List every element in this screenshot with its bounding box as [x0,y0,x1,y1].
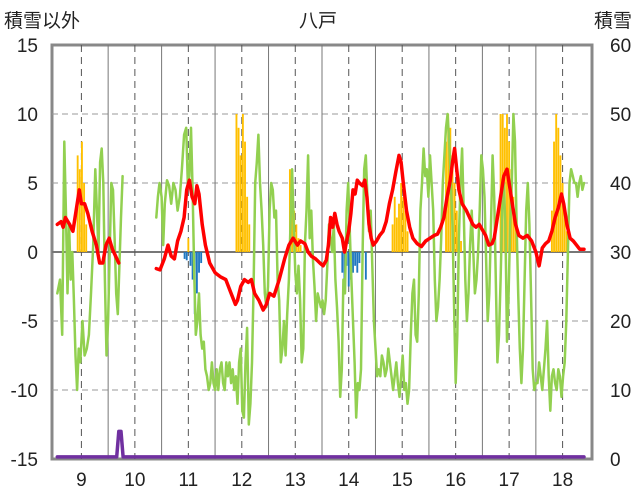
y-tick-label-right: 60 [610,36,631,57]
x-tick-label: 12 [231,470,252,491]
bar-positive [406,231,409,252]
x-tick-label: 15 [392,470,413,491]
bar-positive [557,127,560,252]
series-line-green [155,112,586,426]
bar-positive [512,196,515,252]
bar-positive [395,217,398,252]
bar-positive [299,245,302,252]
bar-positive [241,114,244,252]
bar-positive [248,224,251,252]
line-series [55,112,586,459]
series-line-red [55,188,121,265]
x-tick-label: 16 [445,470,466,491]
bar-negative [354,252,357,266]
bar-positive [460,240,462,252]
y-tick-label-left: 5 [27,174,38,195]
bar-negative [189,252,192,266]
bar-positive [291,183,293,252]
bar-positive [244,141,246,252]
series-line-red [154,146,586,312]
y-tick-label-right: 40 [610,174,631,195]
bar-negative [183,252,186,259]
y-tick-label-right: 20 [610,312,631,333]
bar-negative [200,252,203,264]
bar-negative [198,252,200,273]
y-tick-label-left: 15 [17,36,38,57]
bar-negative [356,252,359,273]
bar-positive [565,231,568,252]
bar-positive [553,141,555,252]
bar-positive [295,224,298,252]
y-tick-label-right: 0 [610,450,621,471]
axis-title-right: 積雪 [594,10,632,32]
series-line-green [56,140,124,392]
bar-positive [239,155,242,252]
bar-negative [352,252,354,273]
y-tick-label-left: -5 [21,312,38,333]
bar-negative [358,252,361,264]
bar-positive [393,196,396,252]
bar-positive [402,196,405,252]
x-tick-label: 13 [285,470,306,491]
bar-positive [455,210,458,252]
bar-positive [83,183,86,252]
y-tick-label-left: -15 [11,450,38,471]
bar-negative [347,252,350,287]
x-tick-label: 11 [178,470,198,491]
y-tick-label-right: 10 [610,381,631,402]
y-tick-label-left: 0 [27,243,38,264]
bar-positive [85,224,88,252]
bar-negative [364,252,367,280]
y-tick-label-right: 50 [610,105,631,126]
axis-title-left: 積雪以外 [4,10,80,32]
bar-negative [191,252,194,280]
bar-positive [453,183,456,252]
bar-positive [246,196,249,252]
x-tick-label: 14 [338,470,360,491]
x-tick-label: 18 [552,470,573,491]
bar-positive [514,224,517,252]
y-tick-label-left: 10 [17,105,38,126]
bar-positive [563,210,566,252]
bar-positive [400,183,403,252]
bar-negative [341,252,344,273]
bar-positive [499,114,502,252]
bar-positive [391,224,394,252]
chart-title: 八戸 [299,10,337,32]
bar-positive [398,203,400,252]
bar-positive [508,141,511,252]
y-tick-label-left: -10 [11,381,38,402]
series-line-snow-depth [55,429,586,459]
x-tick-label: 10 [124,470,145,491]
bar-positive [506,114,508,252]
bar-negative [185,252,188,261]
bar-negative [195,252,198,294]
bar-positive [404,210,407,252]
bar-positive [561,183,564,252]
bar-positive [187,238,190,252]
y-tick-label-right: 30 [610,243,631,264]
x-tick-label: 9 [76,470,87,491]
bar-positive [78,169,81,252]
bar-positive [237,127,240,252]
x-tick-label: 17 [499,470,520,491]
bar-positive [235,114,238,252]
bar-positive [555,114,558,252]
